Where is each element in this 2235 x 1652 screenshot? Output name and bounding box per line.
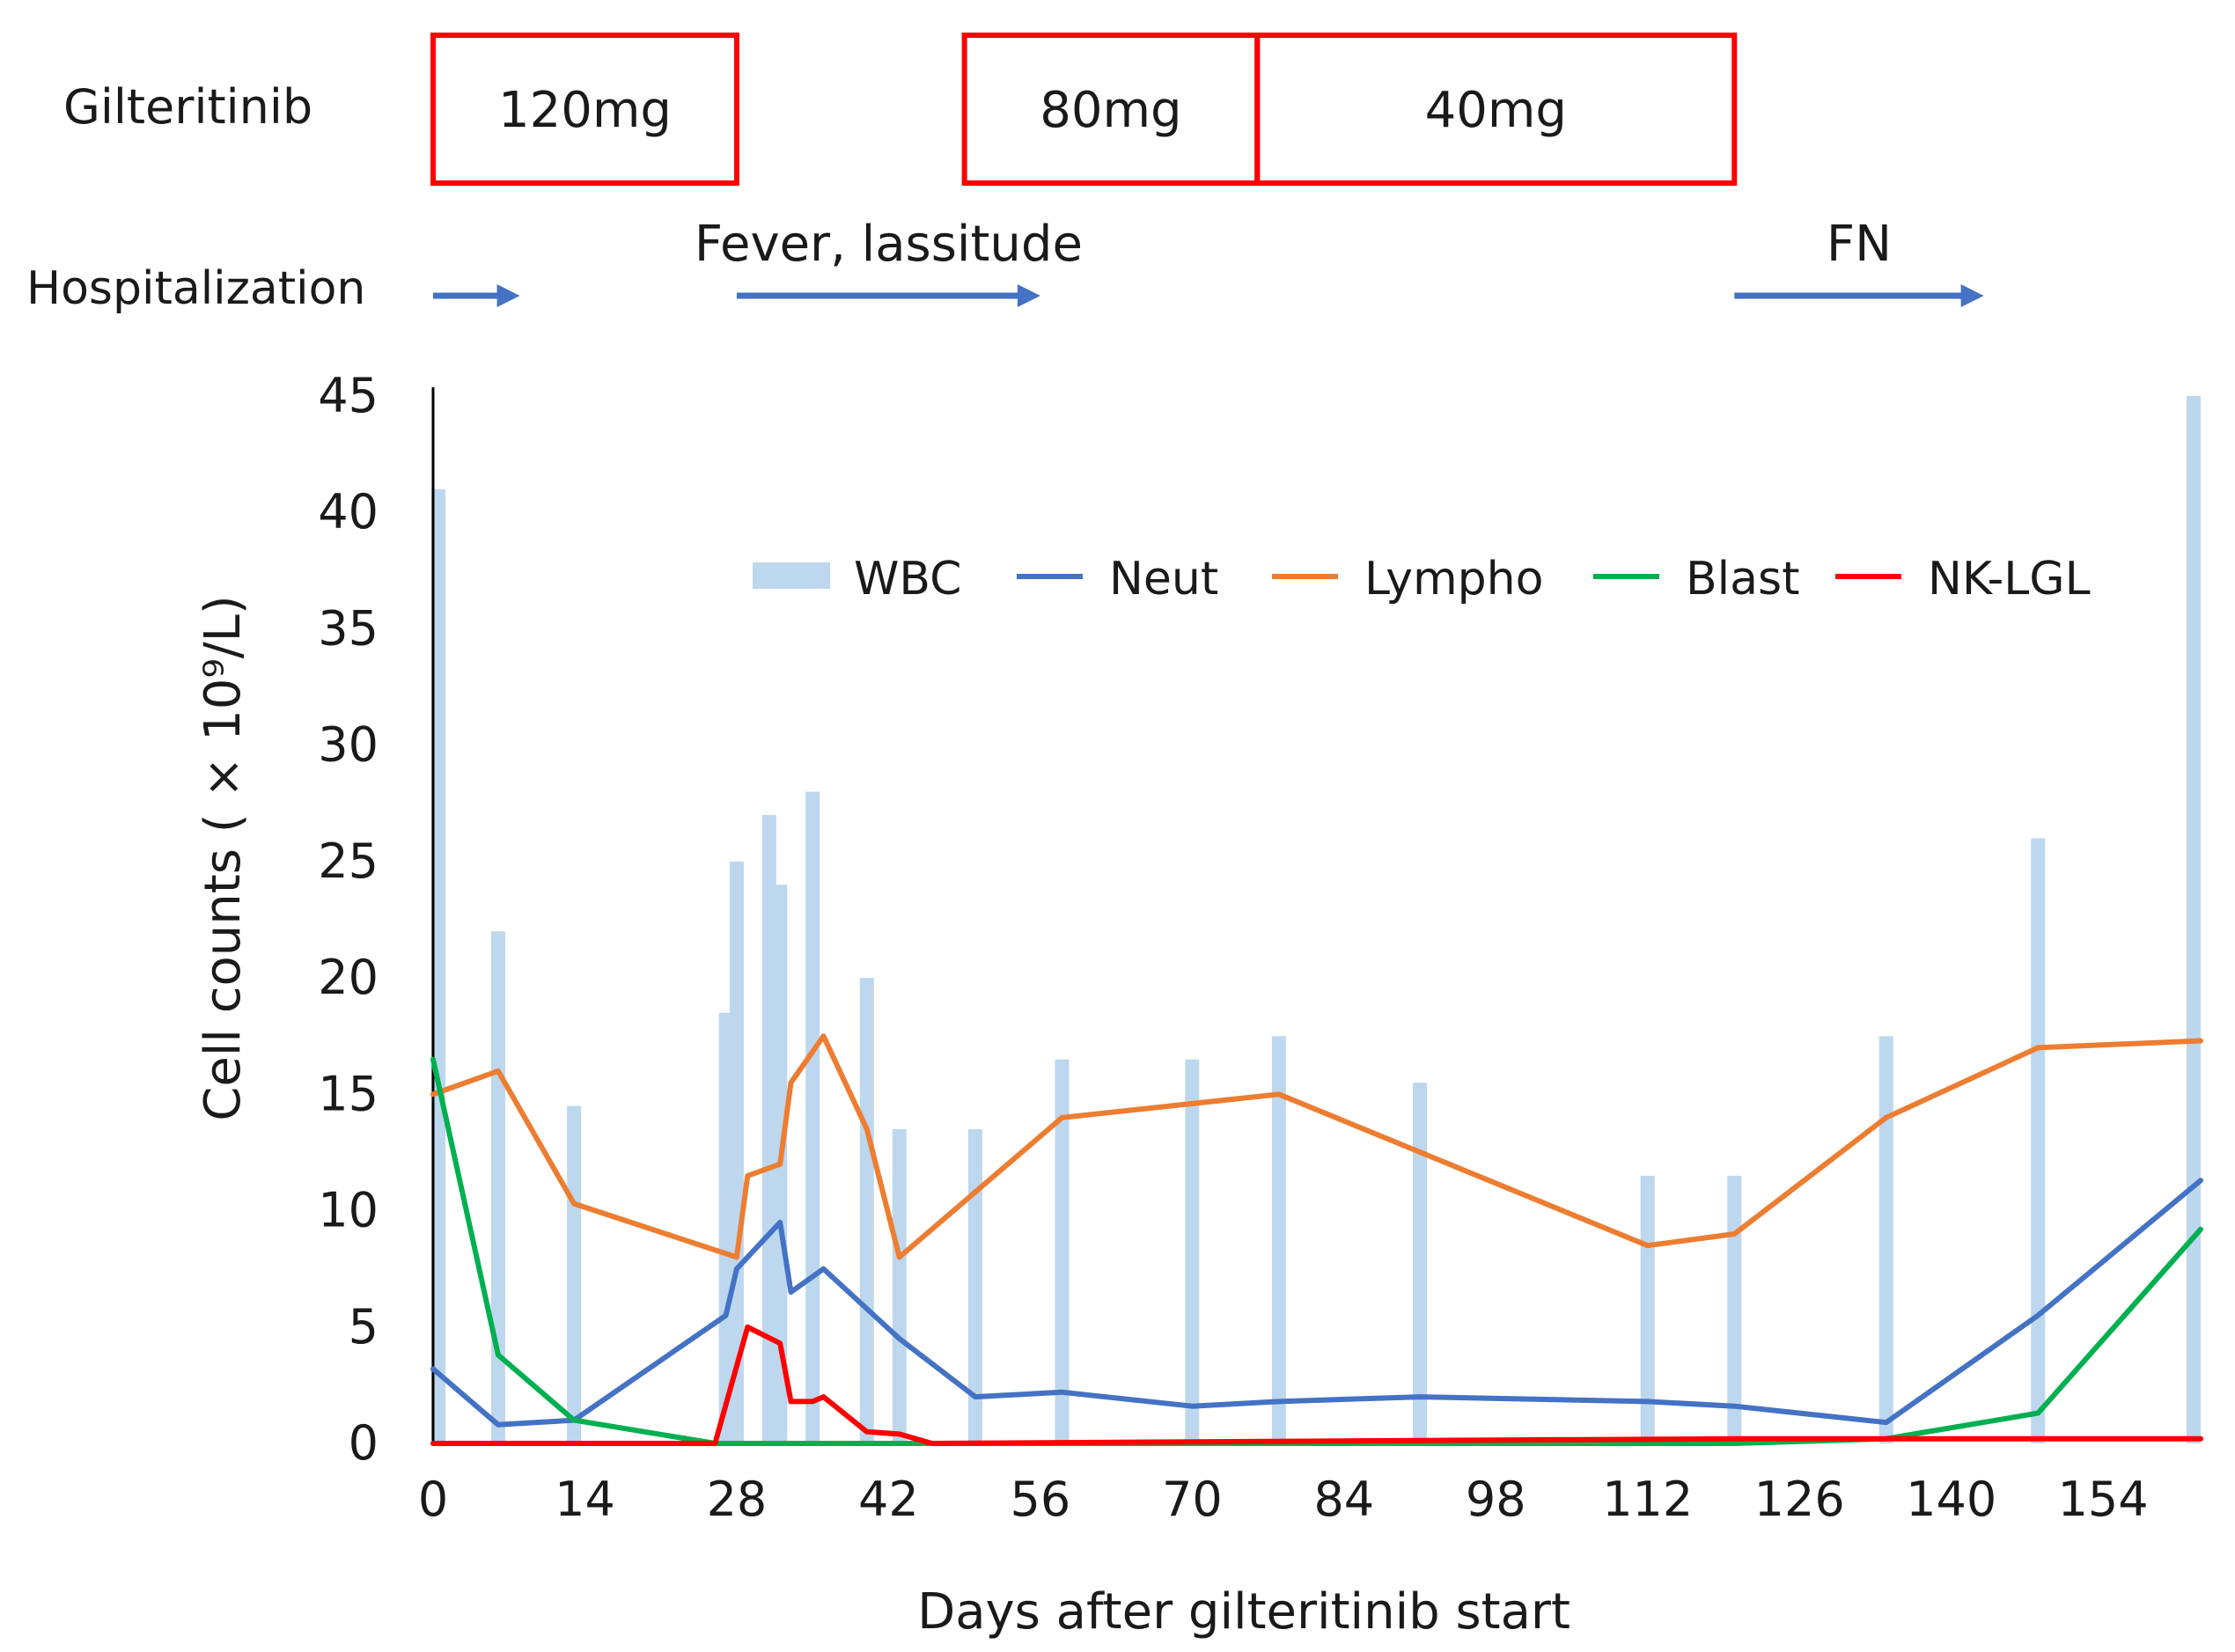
x-tick-label: 42 [858, 1472, 919, 1527]
x-tick-label: 126 [1754, 1472, 1845, 1527]
event-arrow-fn: FN [1734, 216, 1984, 307]
dose-label: 40mg [1425, 82, 1567, 139]
legend-item-nk-lgl: NK-LGL [1835, 553, 2091, 606]
y-axis-label: Cell counts ( × 10⁹/L) [195, 595, 252, 1120]
y-tick-label: 25 [318, 833, 379, 889]
wbc-bar [1878, 1036, 1893, 1443]
y-tick-label: 15 [318, 1066, 379, 1121]
arrow-head-icon [1960, 284, 1984, 307]
legend-item-neut: Neut [1017, 553, 1218, 606]
x-tick-labels: 0 14 28 42 56 70 84 98 112 126 140 154 [418, 1472, 2149, 1527]
event-arrow-fever-lassitude: Fever, lassitude [695, 216, 1083, 307]
wbc-bar [567, 1105, 582, 1443]
y-tick-label: 5 [349, 1299, 379, 1355]
x-tick-label: 140 [1906, 1472, 1996, 1527]
wbc-bar [1185, 1059, 1200, 1443]
x-tick-label: 28 [707, 1472, 768, 1527]
x-tick-label: 70 [1162, 1472, 1223, 1527]
x-tick-label: 0 [418, 1472, 448, 1527]
y-tick-label: 45 [318, 368, 379, 423]
legend-item-lympho: Lympho [1272, 553, 1543, 606]
x-tick-label: 14 [555, 1472, 615, 1527]
event-label: FN [1827, 216, 1892, 273]
wbc-bars [431, 396, 2201, 1443]
gilteritinib-label: Gilteritinib [63, 79, 312, 135]
y-tick-label: 40 [318, 484, 379, 540]
y-tick-label: 30 [318, 717, 379, 773]
y-tick-label: 0 [349, 1415, 379, 1471]
legend-label-blast: Blast [1686, 553, 1799, 606]
y-tick-labels: 0 5 10 15 20 25 30 35 40 45 [318, 368, 379, 1471]
wbc-bar [490, 931, 505, 1443]
wbc-bar [431, 488, 445, 1443]
x-tick-label: 154 [2058, 1472, 2149, 1527]
y-tick-label: 35 [318, 600, 379, 656]
wbc-bar [1055, 1059, 1070, 1443]
dose-box-outline [1254, 33, 1738, 186]
wbc-bar [1271, 1036, 1286, 1443]
event-arrow-hospitalization [433, 284, 520, 307]
series-line-neut [430, 1178, 2203, 1428]
legend-item-wbc: WBC [753, 553, 961, 606]
arrow-head-icon [1017, 284, 1040, 307]
hospitalization-label: Hospitalization [26, 262, 365, 315]
legend-label-wbc: WBC [854, 553, 961, 606]
y-tick-label: 10 [318, 1183, 379, 1238]
series-line-lympho [430, 1033, 2203, 1260]
wbc-bar [1727, 1175, 1742, 1443]
x-tick-label: 84 [1313, 1472, 1374, 1527]
dose-box-120mg: 120mg [430, 33, 739, 186]
wbc-bar [729, 861, 744, 1443]
x-tick-label: 56 [1011, 1472, 1071, 1527]
dose-boxes: 120mg 80mg 40mg [430, 33, 1738, 186]
arrow-head-icon [496, 284, 520, 307]
series-line-nk-lgl [430, 1324, 2203, 1446]
event-arrows: Fever, lassitude FN [433, 216, 1984, 307]
wbc-bar [892, 1129, 907, 1443]
dose-label: 120mg [498, 82, 672, 139]
wbc-bar [2187, 396, 2201, 1443]
y-tick-label: 20 [318, 950, 379, 1005]
wbc-bar [718, 1012, 733, 1443]
series-lines [430, 1033, 2203, 1446]
wbc-bar [805, 791, 820, 1443]
legend-label-lympho: Lympho [1364, 553, 1543, 606]
legend-label-neut: Neut [1109, 553, 1218, 606]
event-label: Fever, lassitude [695, 216, 1083, 273]
dose-box-80mg: 80mg [961, 33, 1261, 186]
wbc-bar [761, 815, 776, 1443]
legend: WBC Neut Lympho Blast NK-LGL [753, 553, 2091, 606]
dose-label: 80mg [1040, 82, 1181, 139]
legend-swatch-wbc [753, 562, 830, 589]
x-tick-label: 112 [1602, 1472, 1693, 1527]
dose-box-outline [430, 33, 739, 186]
x-tick-label: 98 [1466, 1472, 1526, 1527]
dose-box-40mg: 40mg [1254, 33, 1738, 186]
x-axis-label: Days after gilteritinib start [917, 1583, 1570, 1641]
wbc-bar [2031, 838, 2046, 1443]
wbc-bar [967, 1129, 982, 1443]
legend-item-blast: Blast [1593, 553, 1799, 606]
wbc-bar [1413, 1083, 1428, 1443]
legend-label-nk-lgl: NK-LGL [1928, 553, 2091, 606]
wbc-bar [859, 978, 874, 1443]
